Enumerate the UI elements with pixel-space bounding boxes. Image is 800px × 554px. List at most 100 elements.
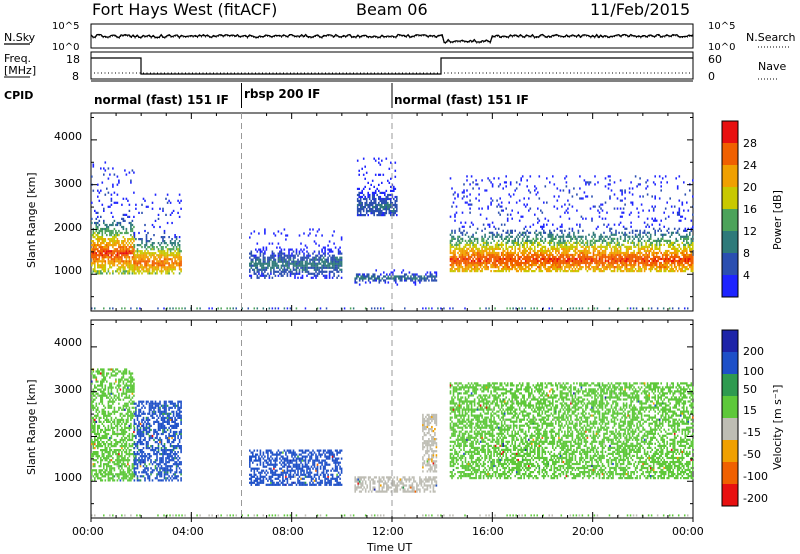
power-pixel bbox=[469, 207, 471, 210]
power-pixel bbox=[524, 231, 527, 234]
power-pixel bbox=[526, 257, 528, 261]
power-pixel bbox=[482, 261, 485, 265]
power-pixel bbox=[97, 254, 99, 257]
power-pixel bbox=[455, 259, 458, 263]
power-pixel bbox=[615, 249, 617, 253]
power-pixel bbox=[491, 233, 494, 236]
power-pixel bbox=[567, 264, 569, 267]
power-pixel bbox=[163, 258, 166, 261]
cpid-seg-3: normal (fast) 151 IF bbox=[394, 93, 529, 107]
velocity-pixel bbox=[92, 469, 95, 472]
power-pixel bbox=[609, 235, 611, 238]
power-pixel bbox=[565, 270, 568, 273]
velocity-pixel bbox=[94, 432, 96, 436]
power-pixel bbox=[559, 235, 562, 238]
power-pixel bbox=[109, 250, 111, 253]
power-pixel bbox=[470, 259, 473, 263]
power-pixel bbox=[464, 253, 467, 257]
power-pixel bbox=[692, 257, 694, 261]
power-pixel bbox=[639, 251, 641, 255]
power-pixel bbox=[384, 193, 386, 197]
power-pixel bbox=[286, 262, 289, 265]
power-pixel bbox=[517, 241, 519, 244]
power-pixel bbox=[124, 250, 126, 253]
power-pixel bbox=[572, 307, 575, 310]
power-pixel bbox=[564, 268, 566, 271]
power-pixel bbox=[561, 231, 563, 234]
power-pixel bbox=[426, 275, 429, 278]
power-pixel bbox=[150, 244, 152, 247]
power-pixel bbox=[612, 264, 614, 267]
power-pixel bbox=[141, 256, 143, 259]
power-pixel bbox=[280, 256, 283, 259]
power-pixel bbox=[624, 251, 626, 255]
power-pixel bbox=[119, 268, 122, 271]
power-pixel bbox=[526, 249, 528, 253]
power-pixel bbox=[324, 276, 326, 279]
power-pixel bbox=[457, 270, 459, 273]
power-pixel bbox=[368, 210, 371, 213]
power-pixel bbox=[470, 253, 473, 257]
power-pixel bbox=[664, 261, 667, 265]
power-pixel bbox=[103, 254, 105, 257]
power-pixel bbox=[279, 260, 281, 263]
power-pixel bbox=[282, 258, 284, 261]
velocity-pixel bbox=[92, 408, 95, 411]
power-pixel bbox=[249, 256, 251, 259]
power-pixel bbox=[642, 261, 644, 265]
power-pixel bbox=[592, 237, 595, 240]
power-pixel bbox=[633, 266, 635, 269]
power-pixel bbox=[115, 260, 117, 263]
power-pixel bbox=[121, 254, 123, 257]
power-pixel bbox=[667, 249, 670, 253]
power-pixel bbox=[514, 255, 516, 259]
power-pixel bbox=[540, 257, 542, 261]
velocity-pixel bbox=[95, 432, 98, 436]
freq-label-line1: Freq. bbox=[4, 52, 31, 65]
power-pixel bbox=[564, 247, 566, 250]
power-pixel bbox=[500, 233, 503, 236]
power-pixel bbox=[568, 257, 571, 261]
power-pixel bbox=[404, 307, 406, 310]
power-pixel bbox=[122, 248, 125, 251]
power-pixel bbox=[601, 249, 604, 253]
power-y-tick-2000: 2000 bbox=[54, 221, 82, 234]
power-pixel bbox=[531, 239, 533, 242]
power-pixel bbox=[268, 256, 271, 259]
power-pixel bbox=[354, 281, 356, 284]
power-pixel bbox=[312, 228, 314, 231]
power-pixel bbox=[580, 259, 583, 263]
power-pixel bbox=[523, 241, 525, 244]
power-pixel bbox=[304, 244, 307, 247]
power-pixel bbox=[118, 234, 120, 237]
power-pixel bbox=[494, 270, 497, 273]
power-pixel bbox=[128, 270, 131, 273]
power-pixel bbox=[595, 266, 598, 269]
power-pixel bbox=[452, 237, 455, 240]
power-pixel bbox=[637, 237, 640, 240]
power-pixel bbox=[98, 236, 101, 239]
power-pixel bbox=[544, 264, 547, 267]
power-pixel bbox=[147, 246, 149, 249]
power-pixel bbox=[681, 261, 684, 265]
power-pixel bbox=[643, 255, 646, 259]
power-pixel bbox=[690, 251, 693, 255]
power-pixel bbox=[463, 251, 465, 255]
power-pixel bbox=[336, 266, 338, 269]
power-pixel bbox=[631, 270, 634, 273]
power-pixel bbox=[115, 244, 117, 247]
power-pixel bbox=[315, 274, 317, 277]
power-pixel bbox=[594, 257, 596, 261]
power-pixel bbox=[655, 251, 658, 255]
power-pixel bbox=[270, 270, 272, 273]
power-pixel bbox=[481, 179, 483, 182]
power-pixel bbox=[529, 191, 532, 194]
power-pixel bbox=[604, 261, 607, 265]
power-pixel bbox=[144, 270, 146, 273]
power-pixel bbox=[577, 241, 580, 244]
power-pixel bbox=[469, 183, 471, 186]
power-pixel bbox=[639, 255, 641, 259]
power-pixel bbox=[387, 193, 389, 197]
power-pixel bbox=[128, 252, 131, 255]
power-pixel bbox=[162, 252, 164, 255]
